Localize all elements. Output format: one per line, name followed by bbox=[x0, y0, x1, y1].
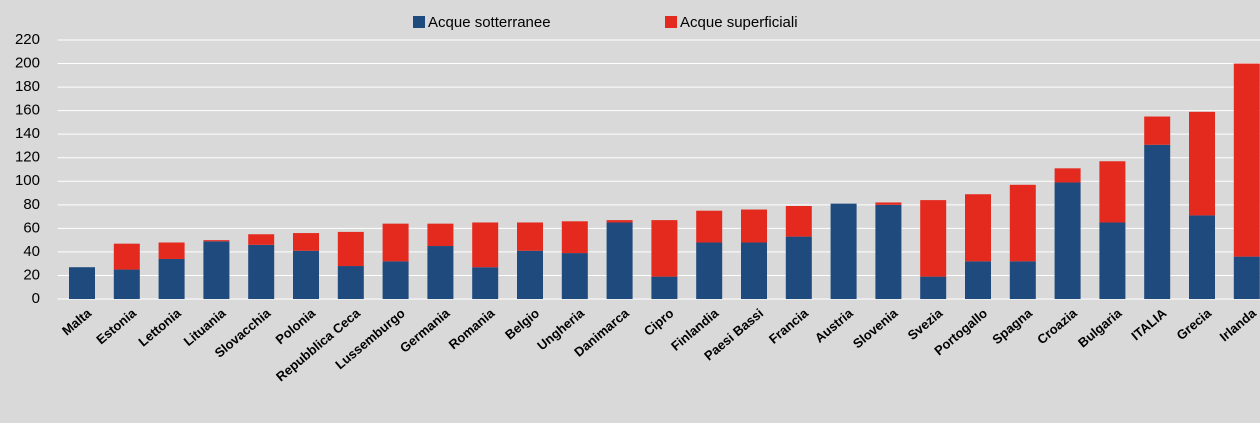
bar-segment bbox=[472, 222, 499, 268]
bar-segment bbox=[696, 242, 723, 299]
bar-segment bbox=[248, 244, 275, 299]
x-tick-label: Malta bbox=[59, 305, 95, 338]
bar-segment bbox=[920, 276, 947, 299]
y-tick-label: 80 bbox=[23, 196, 40, 213]
x-tick-label: Belgio bbox=[502, 305, 542, 342]
bar-segment bbox=[69, 267, 95, 299]
y-tick-label: 160 bbox=[15, 102, 40, 119]
x-tick-label: Estonia bbox=[93, 305, 139, 347]
x-tick-label: Grecia bbox=[1173, 305, 1214, 343]
bar-segment bbox=[293, 250, 319, 299]
legend-swatch bbox=[413, 16, 425, 28]
bar-segment bbox=[517, 250, 543, 299]
bar-segment bbox=[293, 233, 319, 251]
legend-label: Acque superficiali bbox=[680, 14, 798, 31]
bar-segment bbox=[472, 267, 499, 299]
bar-segment bbox=[337, 266, 364, 299]
bar-segment bbox=[427, 223, 454, 247]
bar-segment bbox=[651, 220, 678, 277]
y-tick-label: 100 bbox=[15, 172, 40, 189]
y-tick-label: 20 bbox=[23, 266, 40, 283]
bar-segment bbox=[1233, 63, 1260, 257]
bar-segment bbox=[741, 242, 767, 299]
bar-segment bbox=[561, 221, 588, 254]
bar-segment bbox=[1009, 261, 1036, 299]
bar-segment bbox=[517, 222, 543, 251]
y-tick-label: 60 bbox=[23, 219, 40, 236]
bar-segment bbox=[830, 203, 857, 299]
bar-segment bbox=[382, 223, 409, 262]
bar-segment bbox=[920, 200, 947, 277]
x-tick-label: ITALIA bbox=[1128, 305, 1169, 343]
bar-segment bbox=[1054, 182, 1081, 299]
bar-segment bbox=[875, 204, 902, 299]
bar-segment bbox=[875, 202, 902, 205]
bar-segment bbox=[203, 241, 230, 299]
bar-segment bbox=[1144, 144, 1171, 299]
bar-segment bbox=[651, 276, 678, 299]
bar-segment bbox=[1054, 168, 1081, 183]
y-tick-label: 200 bbox=[15, 55, 40, 72]
bar-segment bbox=[965, 194, 991, 262]
x-tick-label: Spagna bbox=[989, 305, 1035, 347]
bar-segment bbox=[785, 205, 812, 237]
bar-segment bbox=[1189, 111, 1215, 216]
bar-segment bbox=[1099, 161, 1126, 223]
legend-swatch bbox=[665, 16, 677, 28]
bar-segment bbox=[696, 210, 723, 243]
x-tick-label: Bulgaria bbox=[1075, 305, 1125, 350]
bar-segment bbox=[1189, 215, 1215, 299]
legend-label: Acque sotterranee bbox=[428, 14, 551, 31]
x-tick-label: Slovenia bbox=[850, 305, 901, 351]
x-tick-label: Lettonia bbox=[135, 305, 184, 349]
x-tick-label: Irlanda bbox=[1217, 305, 1260, 344]
y-tick-label: 220 bbox=[15, 31, 40, 48]
bar-segment bbox=[1099, 222, 1126, 299]
bar-segment bbox=[1144, 116, 1171, 145]
bar-segment bbox=[427, 246, 454, 299]
bar-segment bbox=[203, 240, 230, 242]
y-tick-label: 40 bbox=[23, 243, 40, 260]
bar-segment bbox=[1233, 256, 1260, 299]
bar-segment bbox=[606, 220, 633, 223]
bar-segment bbox=[741, 209, 767, 243]
y-tick-label: 120 bbox=[15, 149, 40, 166]
bar-segment bbox=[606, 222, 633, 299]
bar-segment bbox=[113, 243, 140, 270]
bar-segment bbox=[785, 236, 812, 299]
bar-segment bbox=[382, 261, 409, 299]
bar-segment bbox=[248, 234, 275, 245]
bar-segment bbox=[113, 269, 140, 299]
x-tick-label: Croazia bbox=[1034, 305, 1080, 347]
x-tick-label: Germania bbox=[397, 305, 453, 356]
x-tick-label: Francia bbox=[766, 305, 812, 347]
bar-segment bbox=[965, 261, 991, 299]
bar-segment bbox=[561, 253, 588, 299]
bar-segment bbox=[337, 231, 364, 267]
y-tick-label: 180 bbox=[15, 78, 40, 95]
y-tick-label: 0 bbox=[32, 290, 40, 307]
y-tick-label: 140 bbox=[15, 125, 40, 142]
x-tick-label: Romania bbox=[446, 305, 498, 352]
bar-segment bbox=[1009, 184, 1036, 262]
bar-segment bbox=[158, 258, 185, 299]
x-tick-label: Svezia bbox=[905, 305, 946, 343]
bar-segment bbox=[158, 242, 185, 259]
x-tick-label: Cipro bbox=[641, 305, 677, 338]
